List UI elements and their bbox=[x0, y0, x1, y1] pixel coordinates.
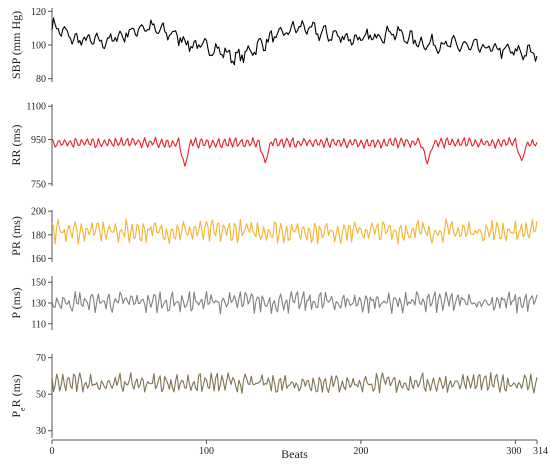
p-y-tick-label: 130 bbox=[31, 299, 46, 310]
pr-seg-y-tick-label: 50 bbox=[36, 390, 46, 401]
x-tick-label: 200 bbox=[353, 446, 368, 457]
panel-pr: 160 180 200 PR (ms) bbox=[9, 207, 538, 265]
p-series-line bbox=[51, 291, 538, 315]
x-tick-label: 314 bbox=[533, 446, 548, 457]
pr-series-line bbox=[51, 218, 538, 245]
pr-y-axis-label: PR (ms) bbox=[9, 216, 23, 256]
pr-seg-y-tick-label: 30 bbox=[36, 426, 46, 437]
x-axis-label: Beats bbox=[281, 447, 308, 461]
p-y-axis-label: P (ms) bbox=[9, 287, 23, 318]
pr-y-tick-label: 200 bbox=[31, 207, 46, 218]
pr-seg-series-line bbox=[51, 372, 538, 394]
x-tick-label: 300 bbox=[506, 446, 521, 457]
pr-y-tick-label: 160 bbox=[31, 254, 46, 265]
x-tick-label: 0 bbox=[50, 446, 55, 457]
sbp-y-tick-label: 100 bbox=[31, 41, 46, 52]
sbp-y-axis-label: SBP (mm Hg) bbox=[9, 11, 23, 79]
sbp-y-tick-label: 120 bbox=[31, 7, 46, 18]
sbp-y-tick-label: 80 bbox=[36, 74, 46, 85]
x-tick-label: 100 bbox=[199, 446, 214, 457]
pr-seg-y-tick-label: 70 bbox=[36, 353, 46, 364]
sbp-series-line bbox=[51, 17, 538, 66]
panel-sbp: 80 100 120 SBP (mm Hg) bbox=[9, 7, 538, 85]
rr-y-tick-label: 950 bbox=[31, 135, 46, 146]
panel-pr-seg: 30 50 70 PeR (ms) bbox=[9, 353, 538, 438]
rr-y-tick-label: 1100 bbox=[26, 102, 46, 113]
rr-y-tick-label: 750 bbox=[31, 179, 46, 190]
pr-y-tick-label: 180 bbox=[31, 230, 46, 241]
p-y-tick-label: 110 bbox=[31, 319, 46, 330]
rr-y-axis-label: RR (ms) bbox=[9, 124, 23, 165]
panel-p: 110 130 150 P (ms) bbox=[9, 276, 538, 330]
rr-series-line bbox=[51, 136, 538, 167]
p-y-tick-label: 150 bbox=[31, 278, 46, 289]
pr-seg-y-axis-label: PeR (ms) bbox=[9, 374, 27, 417]
